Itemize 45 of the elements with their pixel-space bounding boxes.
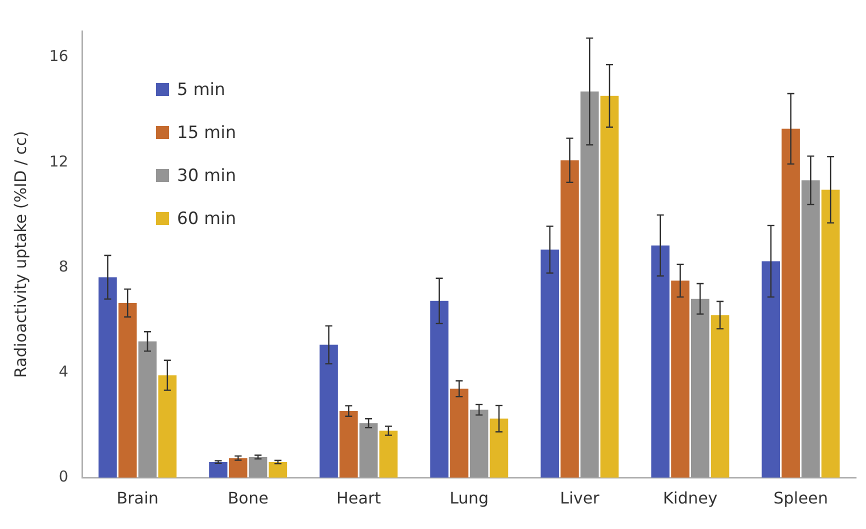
bar bbox=[580, 91, 599, 478]
bar bbox=[340, 411, 358, 478]
x-tick-label: Bone bbox=[228, 488, 268, 508]
bar bbox=[320, 344, 338, 478]
bar bbox=[782, 128, 800, 478]
y-tick-label: 4 bbox=[58, 362, 68, 381]
x-tick-label: Heart bbox=[336, 488, 381, 508]
y-tick-label: 12 bbox=[49, 152, 68, 170]
y-axis-title: Radioactivity uptake (%ID / cc) bbox=[10, 130, 30, 378]
bar bbox=[802, 180, 820, 478]
bar bbox=[359, 423, 378, 478]
x-tick-label: Brain bbox=[116, 488, 159, 508]
x-tick-label: Spleen bbox=[773, 488, 828, 508]
bar bbox=[490, 418, 508, 478]
y-tick-label: 8 bbox=[58, 257, 68, 276]
bar bbox=[158, 375, 177, 478]
bar bbox=[450, 388, 468, 478]
bar bbox=[228, 458, 248, 478]
bar bbox=[671, 280, 690, 478]
bar bbox=[268, 462, 288, 478]
bar bbox=[540, 250, 559, 478]
legend-label: 15 min bbox=[177, 122, 236, 142]
bar bbox=[710, 315, 730, 478]
bar bbox=[470, 410, 488, 478]
bar bbox=[600, 96, 619, 478]
bar bbox=[560, 160, 579, 478]
bar bbox=[118, 303, 137, 478]
y-tick-label: 0 bbox=[58, 468, 68, 486]
bar bbox=[691, 298, 710, 478]
x-tick-label: Liver bbox=[560, 488, 600, 508]
x-tick-label: Kidney bbox=[662, 488, 718, 508]
bar bbox=[821, 190, 840, 478]
bar bbox=[762, 261, 780, 478]
x-tick-label: Lung bbox=[450, 488, 489, 508]
bar bbox=[651, 245, 670, 478]
bar bbox=[138, 341, 157, 478]
y-tick-label: 16 bbox=[49, 47, 68, 66]
bar bbox=[209, 462, 228, 478]
bar bbox=[379, 430, 398, 478]
bar bbox=[430, 300, 448, 478]
bar bbox=[248, 457, 268, 478]
legend-label: 30 min bbox=[177, 166, 236, 186]
legend-label: 5 min bbox=[177, 80, 226, 100]
bar bbox=[98, 277, 117, 478]
legend-label: 60 min bbox=[177, 208, 236, 228]
